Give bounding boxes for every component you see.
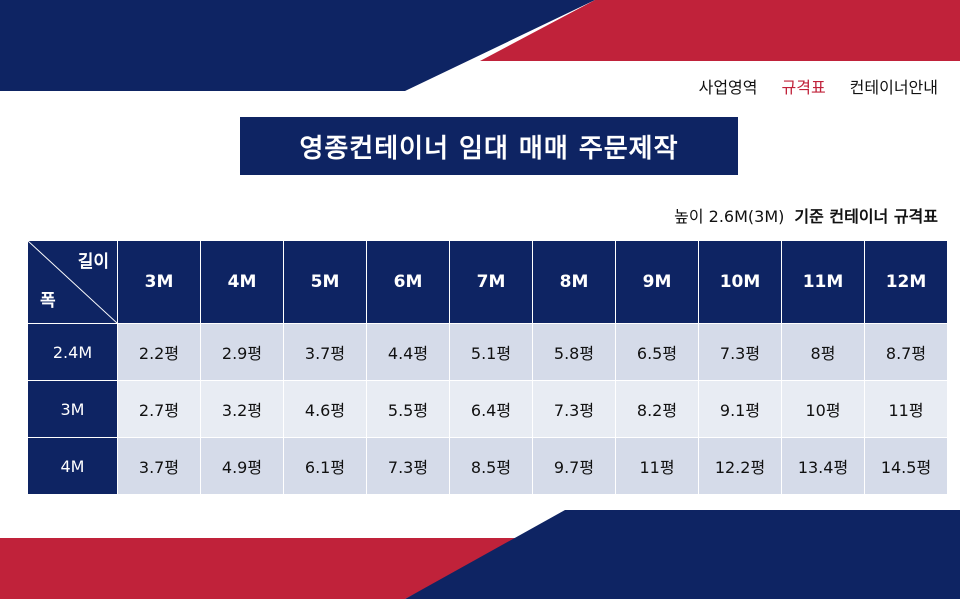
row-header: 3M (27, 380, 118, 438)
column-header: 10M (698, 240, 782, 324)
table-cell: 8평 (781, 323, 865, 381)
table-cell: 2.2평 (117, 323, 201, 381)
table-cell: 2.7평 (117, 380, 201, 438)
column-header: 12M (864, 240, 948, 324)
table-cell: 7.3평 (366, 437, 450, 495)
corner-length-label: 길이 (77, 252, 109, 272)
table-cell: 14.5평 (864, 437, 948, 495)
table-cell: 4.6평 (283, 380, 367, 438)
corner-width-label: 폭 (40, 291, 56, 311)
column-header: 7M (449, 240, 533, 324)
caption-height: 높이 2.6M(3M) (674, 207, 785, 226)
top-navy-shape (0, 0, 595, 91)
column-header: 9M (615, 240, 699, 324)
column-header: 5M (283, 240, 367, 324)
table-cell: 12.2평 (698, 437, 782, 495)
column-header: 8M (532, 240, 616, 324)
table-cell: 5.1평 (449, 323, 533, 381)
table-cell: 6.1평 (283, 437, 367, 495)
nav-item-container-guide[interactable]: 컨테이너안내 (849, 78, 938, 97)
top-red-shape (480, 0, 960, 61)
bottom-navy-shape (405, 510, 960, 599)
table-cell: 3.2평 (200, 380, 284, 438)
table-cell: 11평 (615, 437, 699, 495)
table-cell: 6.5평 (615, 323, 699, 381)
spec-table: 길이 폭 3M 4M 5M 6M 7M 8M 9M 10M 11M 12M 2.… (27, 240, 948, 495)
page-title: 영종컨테이너 임대 매매 주문제작 (240, 117, 738, 175)
bottom-red-shape (0, 538, 520, 599)
table-row: 4M 3.7평 4.9평 6.1평 7.3평 8.5평 9.7평 11평 12.… (27, 437, 948, 495)
table-cell: 5.5평 (366, 380, 450, 438)
nav-item-business[interactable]: 사업영역 (698, 78, 758, 97)
table-cell: 8.7평 (864, 323, 948, 381)
table-cell: 3.7평 (117, 437, 201, 495)
caption-title: 기준 컨테이너 규격표 (794, 207, 938, 226)
table-header-row: 길이 폭 3M 4M 5M 6M 7M 8M 9M 10M 11M 12M (27, 240, 948, 324)
table-cell: 4.4평 (366, 323, 450, 381)
table-cell: 8.5평 (449, 437, 533, 495)
table-cell: 6.4평 (449, 380, 533, 438)
table-cell: 9.1평 (698, 380, 782, 438)
table-cell: 13.4평 (781, 437, 865, 495)
row-header: 2.4M (27, 323, 118, 381)
nav-item-spec-table[interactable]: 규격표 (781, 78, 826, 97)
table-row: 3M 2.7평 3.2평 4.6평 5.5평 6.4평 7.3평 8.2평 9.… (27, 380, 948, 438)
table-cell: 9.7평 (532, 437, 616, 495)
table-row: 2.4M 2.2평 2.9평 3.7평 4.4평 5.1평 5.8평 6.5평 … (27, 323, 948, 381)
table-cell: 4.9평 (200, 437, 284, 495)
table-cell: 7.3평 (698, 323, 782, 381)
column-header: 11M (781, 240, 865, 324)
table-cell: 2.9평 (200, 323, 284, 381)
table-cell: 7.3평 (532, 380, 616, 438)
top-nav: 사업영역 규격표 컨테이너안내 (699, 74, 938, 98)
table-cell: 10평 (781, 380, 865, 438)
table-cell: 5.8평 (532, 323, 616, 381)
table-cell: 8.2평 (615, 380, 699, 438)
table-cell: 11평 (864, 380, 948, 438)
corner-diagonal (28, 241, 117, 323)
column-header: 4M (200, 240, 284, 324)
column-header: 6M (366, 240, 450, 324)
column-header: 3M (117, 240, 201, 324)
corner-header: 길이 폭 (27, 240, 118, 324)
table-cell: 3.7평 (283, 323, 367, 381)
table-caption: 높이 2.6M(3M) 기준 컨테이너 규격표 (674, 203, 938, 227)
row-header: 4M (27, 437, 118, 495)
